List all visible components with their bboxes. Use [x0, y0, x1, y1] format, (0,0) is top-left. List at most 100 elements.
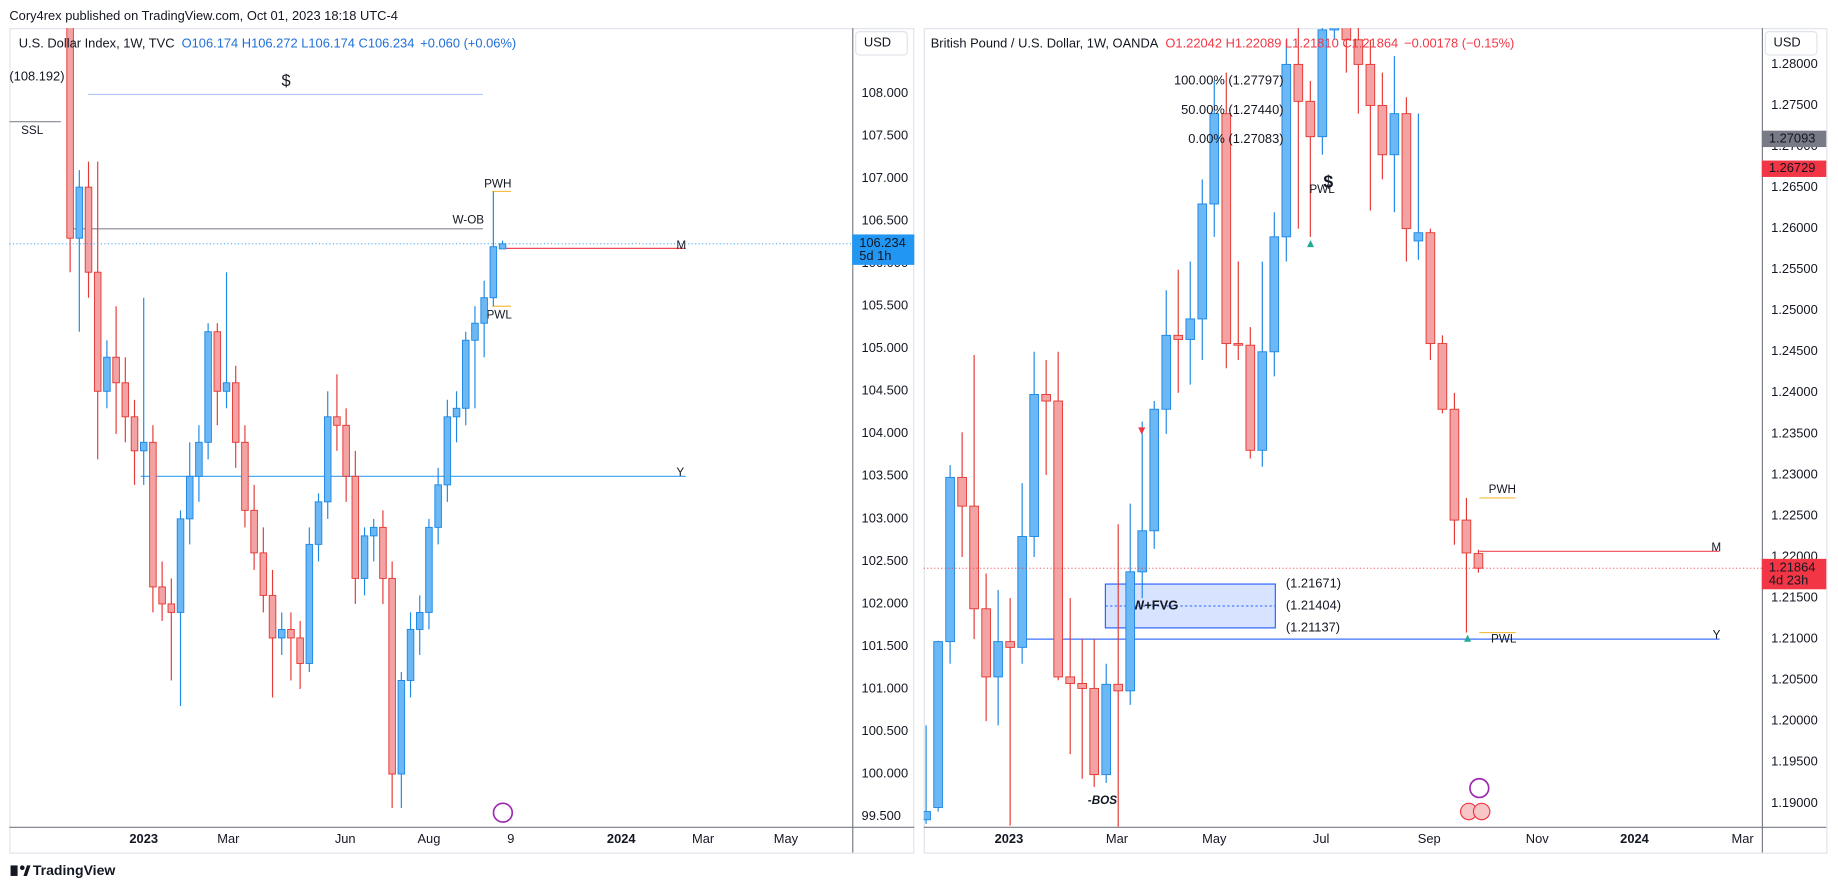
candle-body: [1209, 113, 1220, 205]
candle-body: [1293, 63, 1304, 102]
candle-body: [1389, 113, 1400, 156]
axis-price-label: 1.27093: [1769, 130, 1816, 145]
marker-down: [1138, 427, 1146, 435]
candle-body: [93, 271, 102, 392]
y-tick-label: 1.20500: [1771, 672, 1818, 687]
y-tick-label: 102.000: [862, 595, 909, 610]
change-value: +0.060 (+0.06%): [420, 36, 516, 51]
y-tick-label: 108.000: [862, 85, 909, 100]
x-tick-label: Mar: [1731, 831, 1754, 846]
level-label: PWL: [1491, 633, 1517, 646]
candle-body: [1197, 203, 1208, 320]
annotation: (108.192): [9, 69, 64, 84]
candle-body: [957, 476, 967, 507]
currency-label: USD: [1774, 35, 1801, 50]
y-tick-label: 107.000: [862, 170, 909, 185]
candle-body: [1425, 232, 1436, 345]
candle-body: [1089, 687, 1100, 776]
change-value: −0.00178 (−0.15%): [1404, 36, 1514, 51]
candle-body: [360, 535, 369, 579]
x-tick-label: 2023: [129, 831, 158, 846]
level-label: Y: [676, 466, 684, 479]
candle-body: [452, 407, 461, 418]
level-label: PWH: [1489, 483, 1516, 496]
candle-body: [213, 331, 222, 392]
y-tick-label: 99.500: [862, 808, 901, 823]
candle-body: [305, 543, 314, 664]
y-tick-label: 1.19000: [1771, 795, 1818, 810]
level-label: M: [1711, 541, 1721, 554]
level-label: M: [676, 239, 686, 252]
candle-body: [1437, 343, 1448, 410]
candle-body: [268, 594, 277, 639]
candle-body: [1413, 232, 1424, 242]
brand-name: TradingView: [33, 862, 116, 878]
candle-body: [945, 476, 955, 643]
fib-label: 100.00% (1.27797): [1174, 72, 1284, 87]
candle-body: [379, 526, 387, 579]
candle-body: [121, 382, 130, 418]
y-tick-label: 1.20000: [1771, 713, 1818, 728]
publisher: Cory4rex published on TradingView.com, O…: [9, 8, 398, 23]
candle-body: [480, 297, 488, 324]
candle-body: [1125, 571, 1136, 692]
axis-price-label: 1.26729: [1769, 160, 1816, 175]
legend: British Pound / U.S. Dollar, 1W, OANDA O1…: [931, 36, 1515, 51]
candle-body: [425, 526, 433, 613]
countdown-label: 4d 23h: [1769, 572, 1808, 587]
candle-body: [103, 356, 111, 392]
ohlc-values: O106.174 H106.272 L106.174 C106.234: [182, 36, 415, 51]
y-tick-label: 103.500: [862, 468, 909, 483]
x-tick-label: Jul: [1313, 831, 1329, 846]
y-tick-label: 100.500: [862, 723, 909, 738]
y-tick-label: 1.23000: [1771, 466, 1818, 481]
y-tick-label: 1.21000: [1771, 631, 1818, 646]
candle-body: [296, 637, 304, 664]
candle-body: [287, 628, 295, 639]
candle-body: [1341, 28, 1352, 41]
candle-body: [471, 322, 479, 341]
candle-body: [1449, 408, 1460, 521]
last-price-box: [852, 234, 915, 265]
y-tick-label: 1.24000: [1771, 384, 1818, 399]
candle-body: [66, 28, 74, 239]
plot-area: W+FVG (1.21671) (1.21404) (1.21137) Y M PWH PWL…: [923, 28, 1721, 827]
candle-body: [1305, 100, 1316, 138]
candle-body: [981, 608, 991, 678]
candle-body: [923, 811, 931, 821]
currency-button: [1764, 31, 1818, 56]
x-tick-label: 2024: [607, 831, 636, 846]
y-tick-label: 1.26500: [1771, 179, 1818, 194]
candle-body: [195, 441, 203, 477]
candle-body: [241, 441, 249, 511]
candle-body: [397, 680, 406, 775]
candle-body: [342, 424, 350, 477]
candle-body: [1461, 519, 1472, 554]
candle-body: [1365, 63, 1376, 106]
candle-body: [388, 577, 396, 775]
candle-body: [969, 505, 979, 610]
candle-body: [1029, 393, 1039, 537]
axis-price-box: [1761, 160, 1827, 177]
y-tick-label: 106.500: [862, 213, 909, 228]
event-icon: [1472, 802, 1491, 821]
annotation: PWL: [1309, 183, 1335, 196]
ohlc-values: O1.22042 H1.22089 L1.21810 C1.21864: [1165, 36, 1398, 51]
candle-body: [112, 356, 120, 384]
candle-body: [1017, 536, 1027, 648]
candle-body: [1221, 113, 1232, 345]
candle-body: [277, 628, 286, 639]
x-tick-label: Nov: [1526, 831, 1549, 846]
candle-body: [1149, 408, 1160, 532]
fvg-label: W+FVG: [1132, 597, 1178, 612]
candle-body: [1137, 530, 1148, 573]
y-tick-label: 1.21500: [1771, 590, 1818, 605]
candle-body: [222, 382, 231, 392]
candle-body: [1245, 344, 1256, 451]
candle-body: [231, 382, 240, 443]
candle-body: [1173, 334, 1184, 340]
candle-body: [1281, 63, 1292, 238]
